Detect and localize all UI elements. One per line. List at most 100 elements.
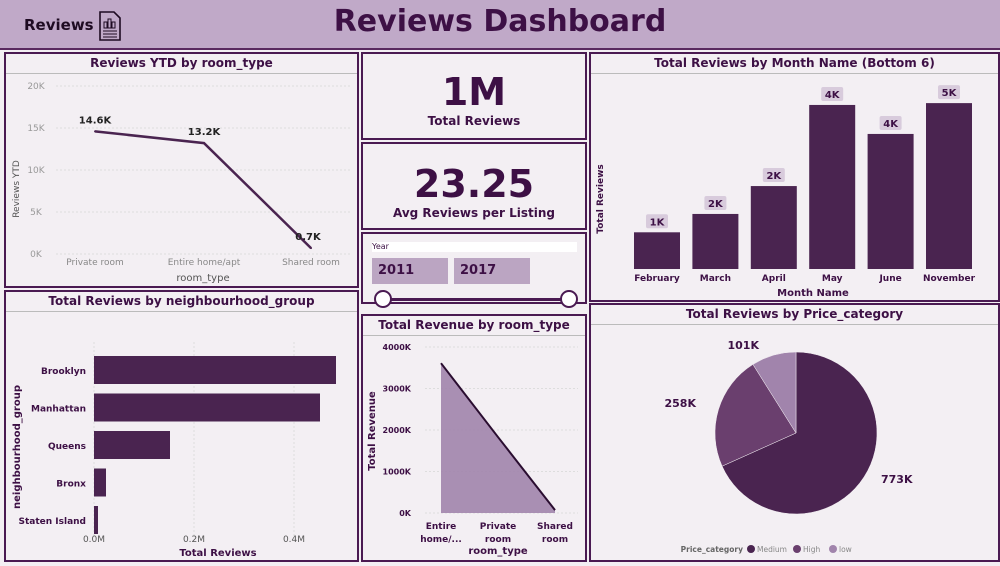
kpi-value: 23.25 [413, 162, 535, 206]
bar [692, 213, 739, 269]
pie-slice [752, 351, 797, 434]
x-tick-label: room [542, 535, 568, 545]
chart-title: Total Reviews by Price_category [591, 305, 998, 325]
bar [867, 133, 914, 269]
x-tick-label: Shared [537, 522, 573, 532]
x-tick-label: May [822, 274, 843, 284]
x-axis-title: room_type [468, 546, 528, 557]
legend-label: Medium [757, 545, 787, 554]
data-label: 5K [942, 88, 958, 99]
legend-label: low [839, 545, 852, 554]
x-tick-label: Private [480, 522, 516, 532]
pie-slice [714, 364, 797, 467]
x-axis-title: Total Reviews [179, 548, 256, 559]
bar [750, 186, 797, 269]
data-label-bg [879, 115, 902, 130]
report-icon [99, 11, 121, 41]
kpi-label: Avg Reviews per Listing [392, 206, 556, 220]
slicer-label: Year [372, 242, 577, 252]
series-line [94, 130, 312, 250]
y-tick-label: 10K [27, 166, 45, 176]
x-tick-label: April [762, 274, 786, 284]
x-tick-label: Entire [426, 522, 457, 532]
y-tick-label: 20K [27, 82, 45, 92]
data-label-bg [646, 214, 668, 229]
data-label: 101K [728, 339, 760, 352]
data-point [203, 142, 205, 145]
reviews-ytd-chart: Reviews YTD by room_type 0K 5K 10K 15K 20K 14… [4, 52, 359, 288]
chart-title: Total Revenue by room_type [363, 316, 585, 336]
header: Reviews Reviews Dashboard [0, 0, 1000, 50]
bar [94, 431, 170, 459]
neighbourhood-chart: Total Reviews by neighbourhood_group 0.0… [4, 290, 359, 562]
y-tick-label: 1000K [383, 468, 412, 477]
y-tick-label: 15K [27, 124, 45, 134]
y-tick-label: Staten Island [18, 517, 86, 527]
y-tick-label: 3000K [383, 385, 412, 394]
chart-title: Total Reviews by neighbourhood_group [6, 292, 357, 312]
slider-handle-start[interactable] [374, 290, 392, 308]
data-label: 4K [883, 119, 899, 130]
x-tick-label: Shared room [282, 258, 340, 268]
data-point [94, 130, 96, 133]
x-tick-label: 0.2M [183, 535, 205, 545]
pie-slice [721, 351, 878, 515]
y-axis-title: Reviews YTD [12, 160, 22, 218]
y-axis-title: Total Reviews [596, 164, 606, 233]
x-tick-label: Private room [66, 258, 124, 268]
x-tick-label: Entire home/apt [168, 258, 241, 268]
legend-marker [747, 545, 755, 553]
legend-title: Price_category [681, 545, 743, 554]
y-tick-label: Brooklyn [41, 367, 86, 377]
slider-track [383, 298, 569, 301]
data-label: 258K [665, 397, 697, 410]
chart-title: Total Reviews by Month Name (Bottom 6) [591, 54, 998, 74]
data-label-bg [704, 195, 727, 210]
x-tick-label: 0.0M [83, 535, 105, 545]
data-label-bg [821, 86, 844, 101]
data-label: 1K [650, 217, 666, 228]
legend-marker [793, 545, 801, 553]
data-label: 4K [825, 90, 841, 101]
x-tick-label: November [923, 274, 976, 284]
year-slicer: Year 2011 2017 [361, 232, 587, 308]
x-tick-label: 0.4M [283, 535, 305, 545]
data-label-bg [938, 85, 960, 100]
kpi-total-reviews: 1M Total Reviews [361, 52, 587, 140]
legend-label: High [803, 545, 820, 554]
chart-title: Reviews YTD by room_type [6, 54, 357, 74]
year-from-input[interactable]: 2011 [372, 258, 448, 284]
y-axis-title: Total Revenue [367, 391, 378, 471]
x-tick-label: home/... [420, 535, 462, 545]
data-label: 0.7K [295, 232, 322, 243]
y-tick-label: 5K [30, 208, 43, 218]
data-label: 2K [766, 171, 782, 182]
x-tick-label: June [878, 274, 901, 284]
bar [809, 104, 856, 269]
data-point [310, 247, 312, 250]
bar [94, 393, 320, 422]
y-axis-title: neighbourhood_group [12, 385, 23, 509]
year-to-input[interactable]: 2017 [454, 258, 530, 284]
data-label-bg [762, 168, 785, 183]
bar [94, 356, 336, 384]
x-axis-title: Month Name [777, 288, 849, 299]
x-axis-title: room_type [176, 273, 229, 284]
slider-handle-end[interactable] [560, 290, 578, 308]
y-tick-label: Queens [48, 442, 86, 452]
y-tick-label: 2000K [383, 426, 412, 435]
kpi-avg-reviews: 23.25 Avg Reviews per Listing [361, 142, 587, 230]
data-label: 773K [881, 473, 913, 486]
data-label: 2K [708, 199, 724, 210]
x-tick-label: March [700, 274, 731, 284]
y-tick-label: 0K [399, 509, 412, 518]
revenue-chart: Total Revenue by room_type 0K 1000K 2000K 3… [361, 314, 587, 562]
data-label: 14.6K [79, 115, 113, 126]
bar [926, 103, 972, 269]
y-tick-label: Manhattan [31, 405, 86, 415]
y-tick-label: 4000K [383, 343, 412, 352]
legend-marker [829, 545, 837, 553]
bar [94, 468, 106, 497]
y-tick-label: Bronx [56, 480, 86, 490]
brand-label: Reviews [24, 16, 94, 34]
